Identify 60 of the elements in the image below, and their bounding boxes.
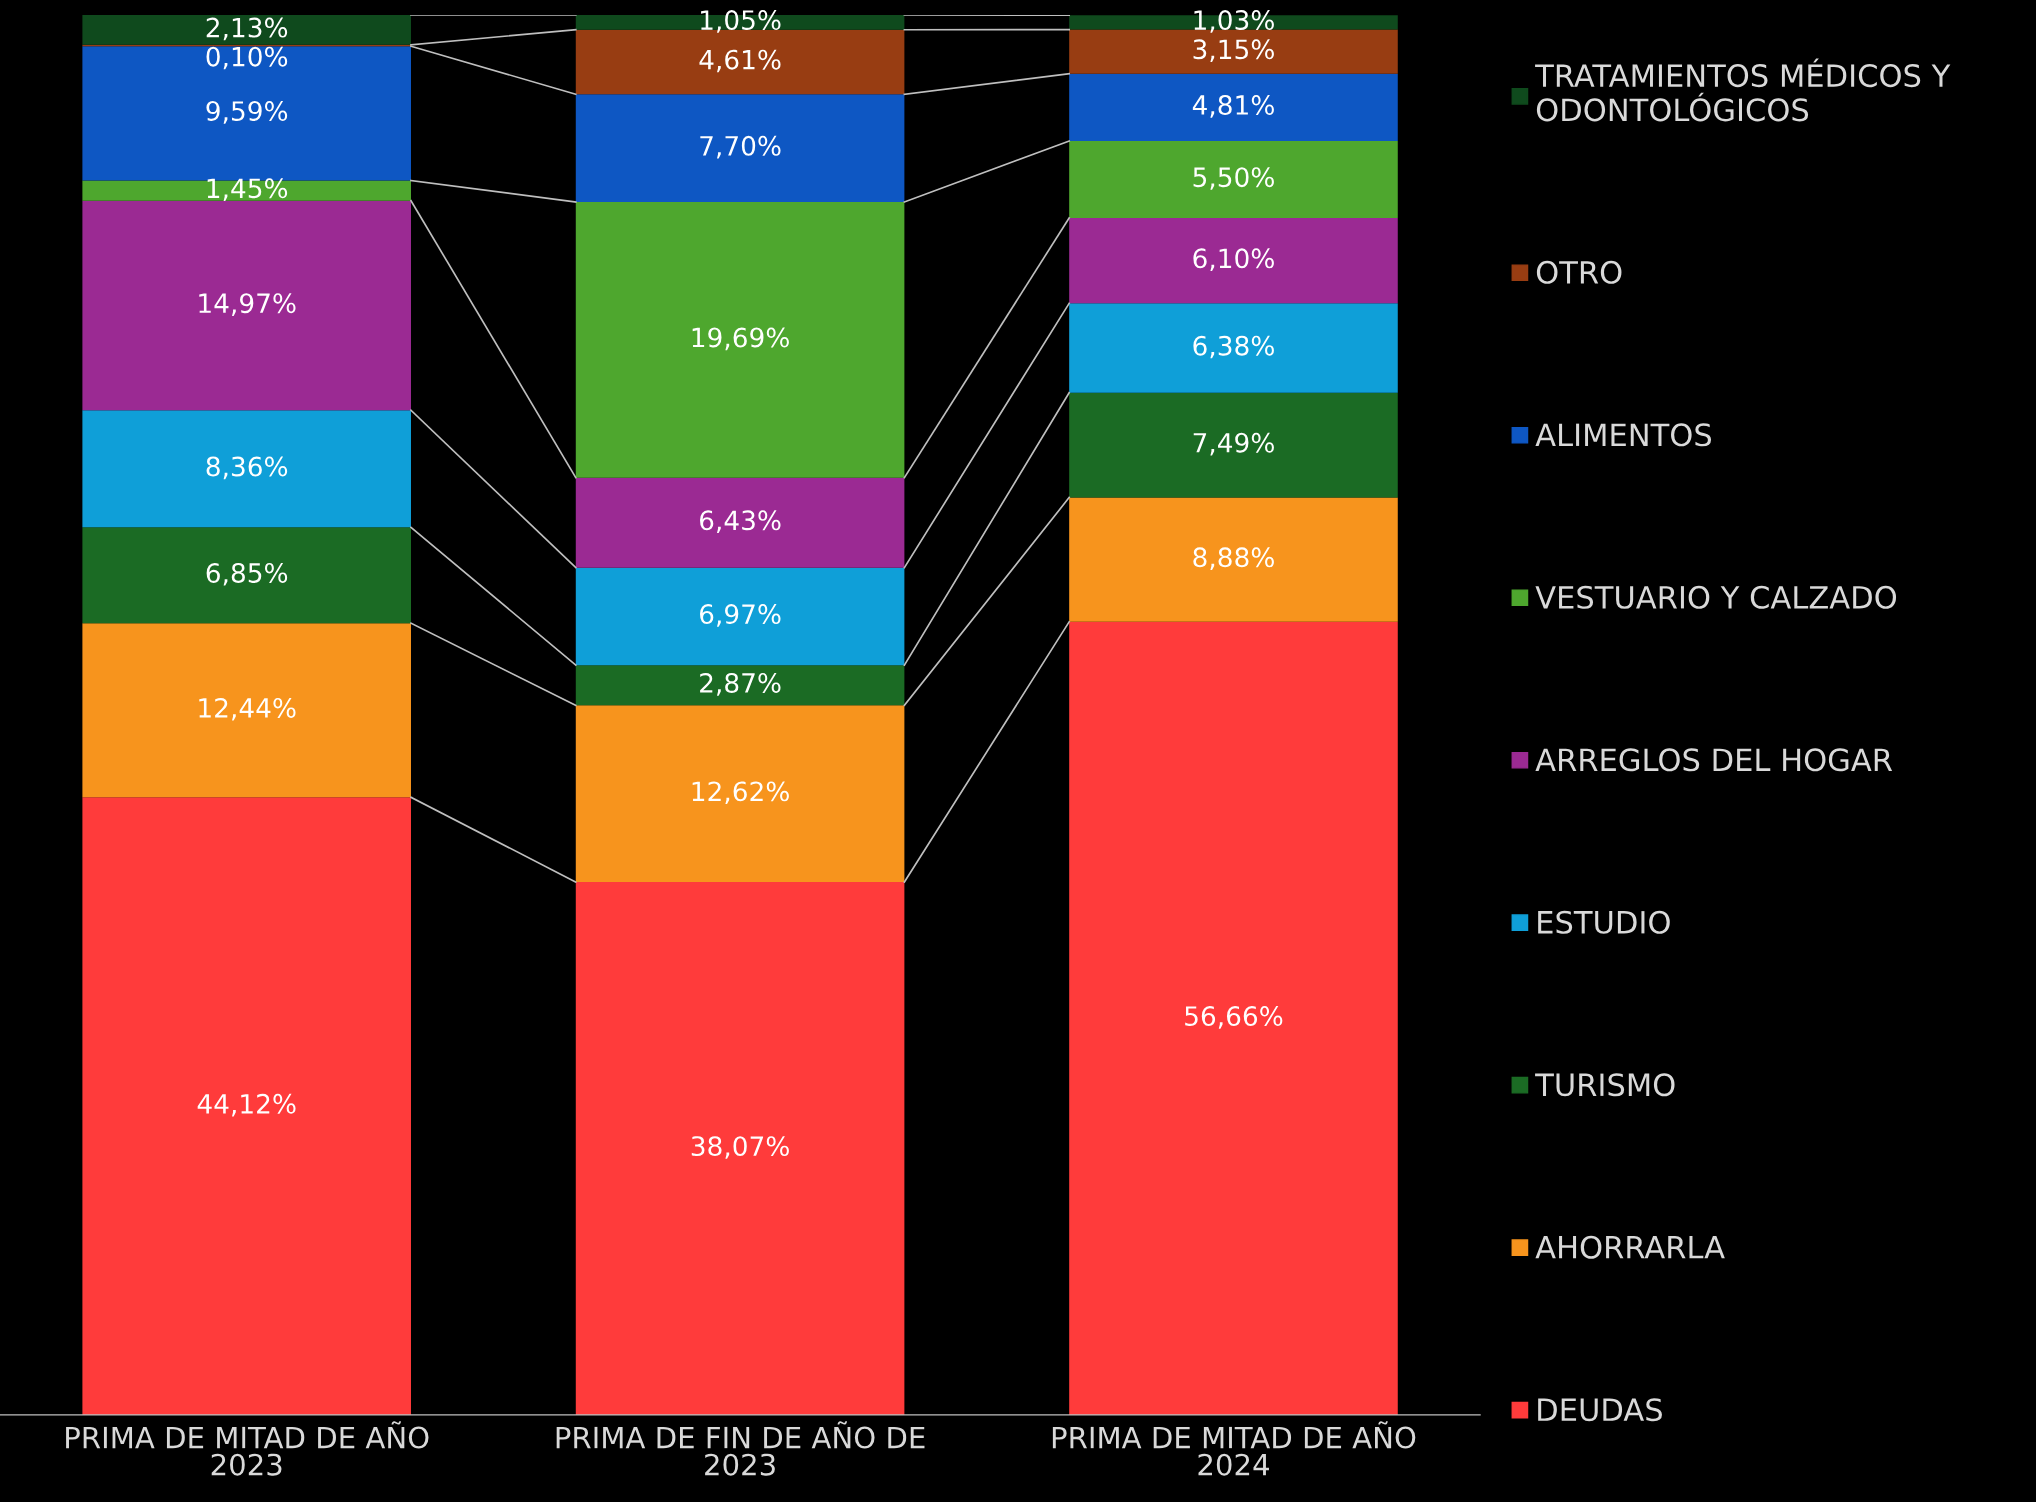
bar (82, 200, 411, 411)
bar (575, 477, 905, 568)
bar (575, 567, 905, 666)
bar (1069, 621, 1398, 1415)
bar (82, 410, 411, 528)
data-label: 1,45% (207, 178, 288, 201)
legend-label: DEUDAS (1538, 1398, 1662, 1422)
data-label: 38,07% (691, 1136, 789, 1159)
data-label: 6,43% (700, 510, 781, 533)
data-label: 1,05% (701, 10, 781, 33)
data-label: 4,61% (699, 49, 781, 73)
legend-label: ALIMENTOS (1535, 423, 1712, 447)
data-label: 8,36% (206, 456, 288, 480)
data-label: 7,70% (700, 135, 781, 159)
legend-label: AHORRARLA (1535, 1235, 1725, 1259)
bar (82, 15, 411, 45)
data-label: 6,38% (1193, 335, 1274, 359)
x-tick-label: PRIMA DE MITAD DE AÑO 2024 (1052, 1421, 1416, 1476)
data-label: 1,03% (1194, 10, 1274, 33)
data-label: 56,66% (1185, 1006, 1283, 1029)
bar (575, 94, 905, 203)
data-label: 0,10% (206, 46, 288, 70)
data-label: 7,49% (1193, 432, 1274, 456)
bar (82, 797, 411, 1415)
data-label: 6,85% (206, 562, 288, 586)
data-label: 4,81% (1192, 95, 1274, 118)
data-label: 44,12% (197, 1093, 296, 1117)
legend-label: TURISMO (1535, 1073, 1675, 1097)
legend-label: TRATAMIENTOS MÉDICOS Y ODONTOLÓGICOS (1535, 58, 1951, 122)
x-tick-label: PRIMA DE MITAD DE AÑO 2023 (66, 1421, 429, 1476)
data-label: 8,88% (1193, 547, 1274, 570)
data-label: 14,97% (199, 293, 296, 316)
data-label: 3,15% (1193, 39, 1274, 62)
bar (82, 180, 411, 201)
data-label: 9,59% (206, 101, 288, 124)
bar (1069, 392, 1398, 498)
bar (1069, 217, 1398, 304)
legend-label: VESTUARIO Y CALZADO (1535, 585, 1897, 609)
bar (82, 623, 411, 798)
data-label: 19,69% (692, 327, 789, 351)
bar (575, 202, 905, 478)
legend-label: OTRO (1536, 260, 1622, 284)
bar (82, 527, 411, 624)
bar (1069, 73, 1398, 141)
data-label: 6,97% (700, 604, 781, 627)
data-label: 6,10% (1193, 248, 1274, 272)
data-label: 2,13% (206, 17, 288, 41)
data-label: 12,62% (692, 781, 789, 805)
data-label: 12,44% (199, 697, 296, 721)
bar (575, 665, 905, 706)
bar (575, 882, 905, 1415)
legend-label: ARREGLOS DEL HOGAR (1535, 748, 1893, 772)
bar (575, 705, 905, 883)
bar (1069, 141, 1398, 218)
bar (1069, 303, 1398, 393)
x-tick-label: PRIMA DE FIN DE AÑO DE 2023 (556, 1421, 925, 1476)
legend-label: ESTUDIO (1538, 910, 1670, 934)
data-label: 5,50% (1193, 167, 1274, 190)
data-label: 2,87% (700, 672, 781, 696)
bar (1069, 497, 1398, 622)
